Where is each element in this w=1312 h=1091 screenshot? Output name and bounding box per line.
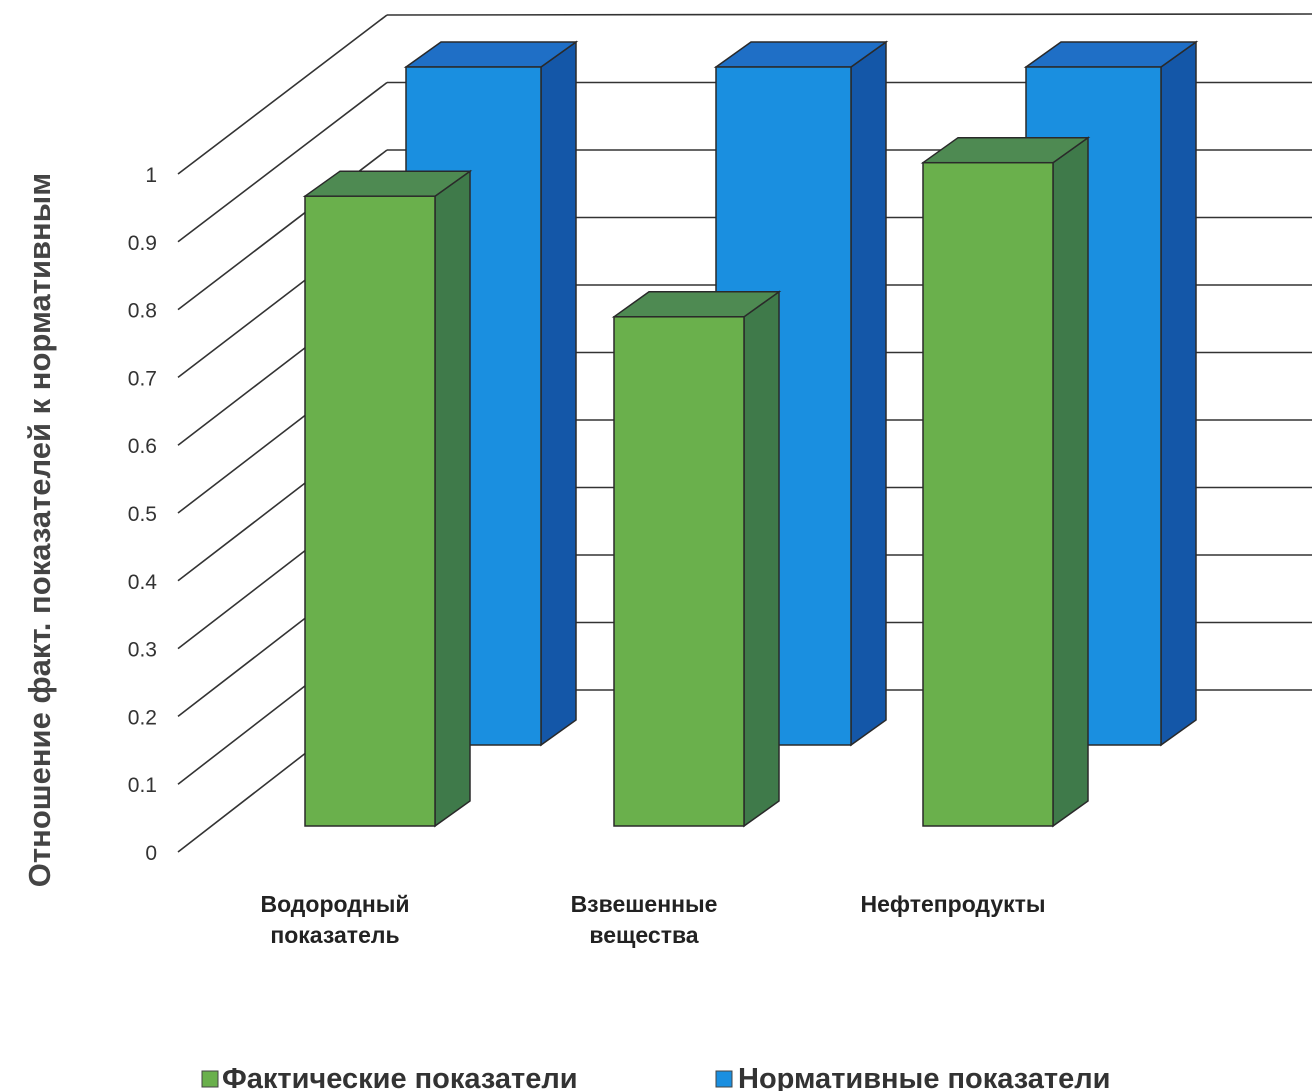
y-tick-label: 0.8 xyxy=(128,300,157,323)
y-tick-label: 0 xyxy=(145,842,157,865)
y-tick-label: 0.6 xyxy=(128,435,157,458)
legend-swatch-normative xyxy=(715,1070,733,1088)
category-label: Нефтепродукты xyxy=(860,891,1045,917)
bar-side xyxy=(434,169,471,828)
y-tick-label: 0.1 xyxy=(128,774,157,797)
bar-side xyxy=(540,40,577,747)
category-labels: Водородный показатель Взвешенные вещества Не… xyxy=(260,891,1045,948)
y-tick-label: 0.4 xyxy=(128,571,158,594)
y-tick-label: 0.7 xyxy=(128,367,157,390)
bar-front xyxy=(922,161,1054,827)
y-tick-label: 1 xyxy=(145,164,157,187)
y-tick-label: 0.3 xyxy=(128,639,157,662)
y-tick-label: 0.9 xyxy=(128,232,157,255)
bar-side xyxy=(743,290,780,828)
gridline-diagonal xyxy=(177,14,388,175)
y-tick-labels: 0 0.1 0.2 0.3 0.4 0.5 0.6 0.7 0.8 0.9 1 xyxy=(128,164,158,865)
bar-front xyxy=(613,316,745,827)
bar-side xyxy=(1160,40,1197,747)
bar-front xyxy=(304,195,436,827)
y-tick-label: 0.2 xyxy=(128,706,157,729)
category-label: Водородный xyxy=(260,891,409,917)
bar-side xyxy=(1052,136,1089,828)
y-tick-label: 0.5 xyxy=(128,503,157,526)
bar-side xyxy=(850,40,887,747)
series-actual-bars xyxy=(302,136,1091,828)
bar-actual xyxy=(920,136,1091,828)
y-axis-label: Отношение факт. показателей к нормативны… xyxy=(22,173,57,887)
bar-actual xyxy=(611,290,782,828)
category-label: Взвешенные xyxy=(571,891,718,917)
legend-label-actual: Фактические показатели xyxy=(222,1063,578,1091)
bar-actual xyxy=(302,169,473,828)
legend-label-normative: Нормативные показатели xyxy=(738,1063,1110,1091)
legend-swatch-actual xyxy=(201,1070,219,1088)
gridline-diagonal xyxy=(177,81,388,243)
legend: Фактические показатели Нормативные показ… xyxy=(201,1063,1110,1091)
category-label: вещества xyxy=(589,922,698,948)
gridline-back xyxy=(386,13,1312,16)
category-label: показатель xyxy=(270,922,399,948)
